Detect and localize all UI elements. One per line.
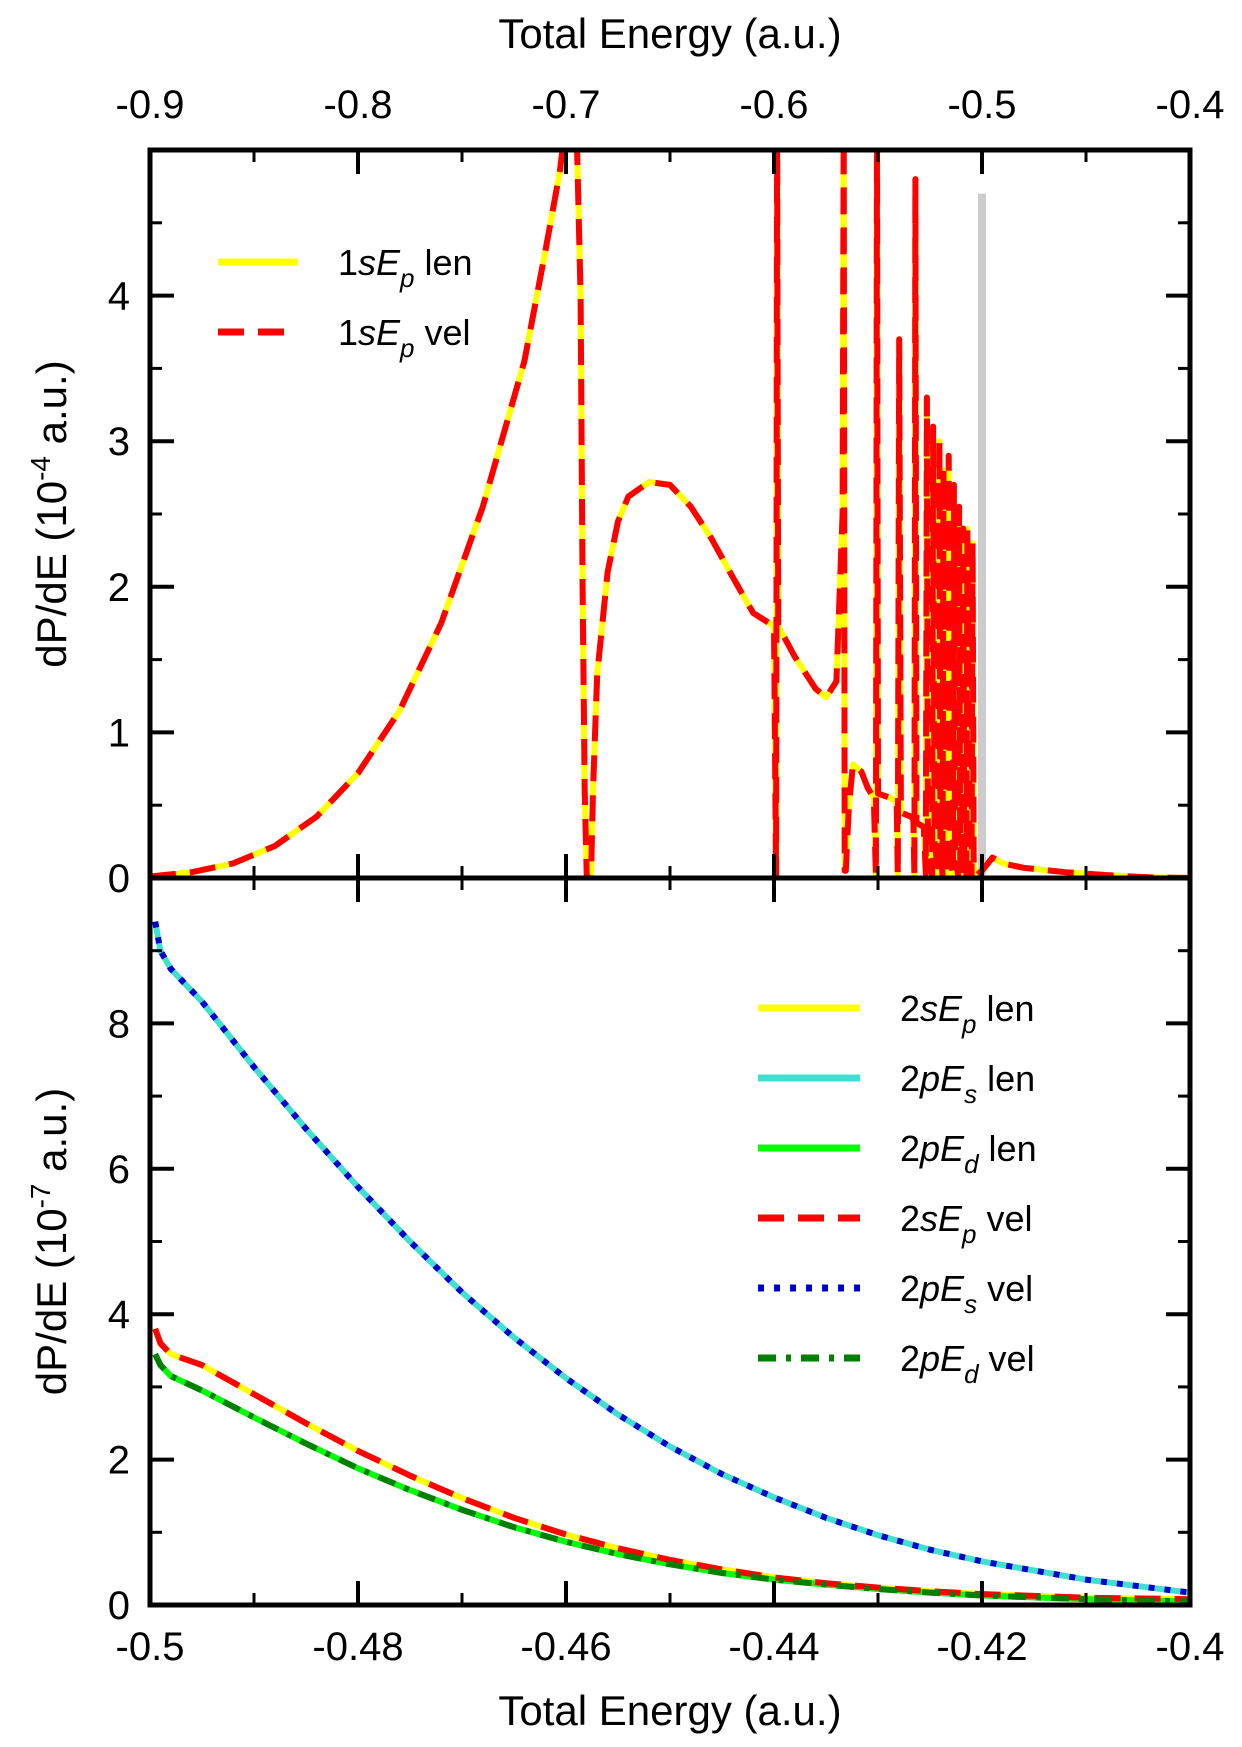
legend-prefix: 2: [900, 1268, 920, 1309]
bottom-ytick-label: 4: [108, 1293, 130, 1337]
top-ylabel: dP/dE (10-4 a.u.): [25, 360, 75, 667]
top-series-1sep-vel: [150, 150, 1190, 878]
bottom-series-2pes-vel: [152, 921, 1190, 1596]
bottom-legend-label: 2sEp len: [900, 988, 1035, 1039]
legend-suffix: len: [415, 242, 473, 283]
legend-prefix: 2: [900, 1338, 920, 1379]
bottom-xtick-label: -0.5: [116, 1625, 185, 1669]
top-ytick-label: 0: [108, 857, 130, 901]
bottom-legend-label: 2sEp vel: [900, 1198, 1033, 1249]
top-legend-label: 1sEp vel: [338, 312, 471, 363]
legend-main: pE: [919, 1268, 965, 1309]
legend-suffix: len: [979, 1128, 1037, 1169]
top-xtick-label: -0.8: [324, 83, 393, 127]
legend-main: pE: [919, 1338, 965, 1379]
top-xtick-label: -0.5: [948, 83, 1017, 127]
bottom-xlabel: Total Energy (a.u.): [498, 1687, 841, 1734]
legend-sub: p: [399, 263, 414, 293]
legend-suffix: vel: [415, 312, 471, 353]
legend-prefix: 2: [900, 1198, 920, 1239]
legend-suffix: vel: [977, 1198, 1033, 1239]
legend-prefix: 1: [338, 242, 358, 283]
legend-sub: s: [964, 1079, 977, 1109]
legend-suffix: vel: [977, 1268, 1033, 1309]
bottom-ytick-label: 6: [108, 1148, 130, 1192]
top-legend-label: 1sEp len: [338, 242, 473, 293]
top-xtick-label: -0.9: [116, 83, 185, 127]
legend-prefix: 1: [338, 312, 358, 353]
legend-prefix: 2: [900, 1058, 920, 1099]
bottom-legend-label: 2pEd len: [900, 1128, 1037, 1179]
legend-suffix: vel: [979, 1338, 1035, 1379]
bottom-legend-label: 2pEs vel: [900, 1268, 1033, 1319]
axes: [147, 147, 1193, 1608]
top-xtick-label: -0.6: [740, 83, 809, 127]
legend-suffix: len: [977, 988, 1035, 1029]
top-ylabel-main: dP/dE (10: [28, 481, 75, 668]
legend-suffix: len: [977, 1058, 1035, 1099]
legend-sub: s: [964, 1289, 977, 1319]
legend-main: sE: [358, 242, 401, 283]
top-threshold-marker: [978, 193, 986, 878]
bottom-ytick-label: 2: [108, 1439, 130, 1483]
bottom-series-2pes-len: [152, 921, 1190, 1596]
legend-main: sE: [920, 1198, 963, 1239]
top-ytick-label: 4: [108, 275, 130, 319]
bottom-ytick-label: 0: [108, 1584, 130, 1628]
top-xtick-label: -0.7: [532, 83, 601, 127]
legend-main: pE: [919, 1128, 965, 1169]
bottom-legend-label: 2pEd vel: [900, 1338, 1035, 1389]
legend-prefix: 2: [900, 1128, 920, 1169]
bottom-xtick-label: -0.46: [520, 1625, 611, 1669]
bottom-xtick-label: -0.48: [312, 1625, 403, 1669]
bottom-legend-label: 2pEs len: [900, 1058, 1035, 1109]
bottom-xtick-label: -0.4: [1156, 1625, 1225, 1669]
legend-main: sE: [358, 312, 401, 353]
legend-sub: p: [399, 333, 414, 363]
top-panel-curves: [150, 150, 1190, 878]
top-ytick-label: 2: [108, 566, 130, 610]
bottom-panel-curves: [152, 921, 1190, 1605]
top-ytick-label: 3: [108, 420, 130, 464]
top-ylabel-tail: a.u.): [28, 360, 75, 456]
bottom-ylabel-tail: a.u.): [28, 1088, 75, 1184]
legend-sub: d: [964, 1359, 980, 1389]
top-xtick-label: -0.4: [1156, 83, 1225, 127]
bottom-series-2ped-vel: [152, 1352, 1190, 1605]
legend-sub: p: [961, 1219, 976, 1249]
top-xlabel: Total Energy (a.u.): [498, 10, 841, 57]
top-ylabel-exp: -4: [25, 456, 56, 481]
bottom-xtick-label: -0.42: [936, 1625, 1027, 1669]
legend-prefix: 2: [900, 988, 920, 1029]
legend-main: pE: [919, 1058, 965, 1099]
bottom-ytick-label: 8: [108, 1002, 130, 1046]
bottom-xtick-label: -0.44: [728, 1625, 819, 1669]
legend-sub: d: [964, 1149, 980, 1179]
bottom-ylabel-exp: -7: [25, 1184, 56, 1209]
legend-sub: p: [961, 1009, 976, 1039]
bottom-series-2sep-vel: [152, 1327, 1190, 1603]
top-series-1sep-len: [150, 150, 1190, 878]
bottom-ylabel: dP/dE (10-7 a.u.): [25, 1088, 75, 1395]
legend-main: sE: [920, 988, 963, 1029]
bottom-ylabel-main: dP/dE (10: [28, 1208, 75, 1395]
top-ytick-label: 1: [108, 711, 130, 755]
